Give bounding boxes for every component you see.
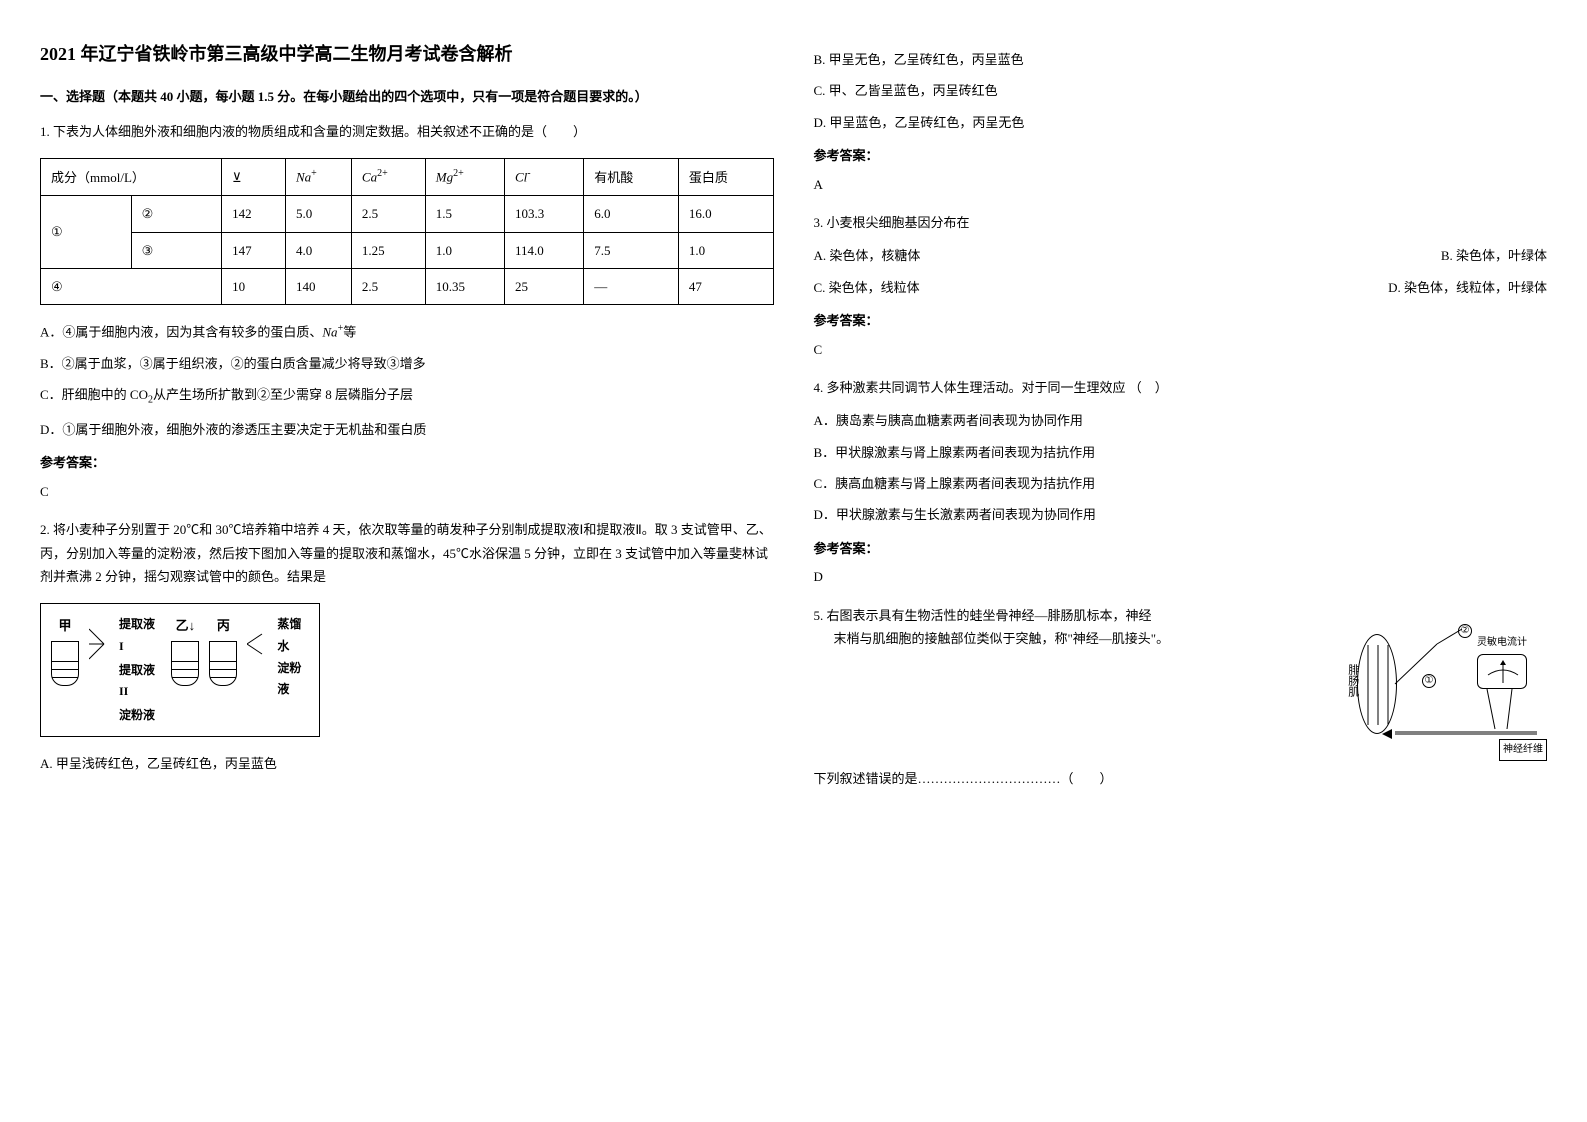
q3-option-c: C. 染色体，线粒体 [814,276,920,299]
question-2: 2. 将小麦种子分别置于 20℃和 30℃培养箱中培养 4 天，依次取等量的萌发… [40,518,774,776]
table-cell: 1.5 [425,196,504,232]
section-heading: 一、选择题（本题共 40 小题，每小题 1.5 分。在每小题给出的四个选项中，只… [40,86,774,105]
question-2-cont: B. 甲呈无色，乙呈砖红色，丙呈蓝色 C. 甲、乙皆呈蓝色，丙呈砖红色 D. 甲… [814,48,1548,196]
tube-bing: 丙 [209,614,237,685]
table-cell: 5.0 [286,196,352,232]
question-3: 3. 小麦根尖细胞基因分布在 A. 染色体，核糖体 B. 染色体，叶绿体 C. … [814,211,1548,361]
q2-option-d: D. 甲呈蓝色，乙呈砖红色，丙呈无色 [814,111,1548,134]
question-4: 4. 多种激素共同调节人体生理活动。对于同一生理效应 （ ） A．胰岛素与胰高血… [814,376,1548,589]
table-cell: 142 [222,196,286,232]
q2-option-b: B. 甲呈无色，乙呈砖红色，丙呈蓝色 [814,48,1548,71]
q2-option-c: C. 甲、乙皆呈蓝色，丙呈砖红色 [814,79,1548,102]
table-header: Cl- [504,159,583,196]
q4-option-c: C．胰高血糖素与肾上腺素两者间表现为拮抗作用 [814,472,1548,495]
question-1: 1. 下表为人体细胞外液和细胞内液的物质组成和含量的测定数据。相关叙述不正确的是… [40,120,774,503]
arrow-icon [247,614,267,674]
table-cell: ③ [131,232,222,268]
table-cell: 1.0 [678,232,773,268]
q3-option-a: A. 染色体，核糖体 [814,244,921,267]
table-cell: 47 [678,268,773,304]
answer-label: 参考答案： [814,537,1548,560]
q4-answer: D [814,565,1548,588]
table-cell: 2.5 [351,196,425,232]
table-cell: 2.5 [351,268,425,304]
q4-option-b: B．甲状腺激素与肾上腺素两者间表现为拮抗作用 [814,441,1548,464]
q4-option-d: D．甲状腺激素与生长激素两者间表现为协同作用 [814,503,1548,526]
table-cell: 16.0 [678,196,773,232]
table-cell: ② [131,196,222,232]
table-header: 蛋白质 [678,159,773,196]
q1-answer: C [40,480,774,503]
left-column: 2021 年辽宁省铁岭市第三高级中学高二生物月考试卷含解析 一、选择题（本题共 … [40,40,774,806]
symbol-icon: ⊻ [232,170,242,185]
table-header: Mg2+ [425,159,504,196]
q2-option-a: A. 甲呈浅砖红色，乙呈砖红色，丙呈蓝色 [40,752,774,775]
answer-label: 参考答案： [40,451,774,474]
q3-text: 3. 小麦根尖细胞基因分布在 [814,211,1548,234]
table-cell: 147 [222,232,286,268]
answer-label: 参考答案： [814,144,1548,167]
q3-option-d: D. 染色体，线粒体，叶绿体 [1388,276,1547,299]
page-title: 2021 年辽宁省铁岭市第三高级中学高二生物月考试卷含解析 [40,40,774,66]
right-labels: 蒸馏水 淀粉液 [277,614,309,700]
table-cell: 114.0 [504,232,583,268]
table-cell: 25 [504,268,583,304]
table-header: ⊻ [222,159,286,196]
q5-text-3: 下列叙述错误的是……………………………（ ） [814,767,1548,790]
q2-text: 2. 将小麦种子分别置于 20℃和 30℃培养箱中培养 4 天，依次取等量的萌发… [40,518,774,588]
table-cell: 1.25 [351,232,425,268]
table-cell: 140 [286,268,352,304]
q4-option-a: A．胰岛素与胰高血糖素两者间表现为协同作用 [814,409,1548,432]
q1-option-b: B．②属于血浆，③属于组织液，②的蛋白质含量减少将导致③增多 [40,352,774,375]
table-cell: — [584,268,679,304]
table-cell: 4.0 [286,232,352,268]
answer-label: 参考答案： [814,309,1548,332]
q1-option-c: C．肝细胞中的 CO2从产生场所扩散到②至少需穿 8 层磷脂分子层 [40,383,774,410]
q3-option-b: B. 染色体，叶绿体 [1441,244,1547,267]
middle-labels: 提取液 I 提取液 II 淀粉液 [119,614,161,726]
table-cell: ④ [41,268,222,304]
q4-text: 4. 多种激素共同调节人体生理活动。对于同一生理效应 （ ） [814,376,1548,399]
question-5: 腓肠肌 ② 灵敏电流计 ① [814,604,1548,791]
table-cell: 1.0 [425,232,504,268]
right-column: B. 甲呈无色，乙呈砖红色，丙呈蓝色 C. 甲、乙皆呈蓝色，丙呈砖红色 D. 甲… [814,40,1548,806]
q1-option-d: D．①属于细胞外液，细胞外液的渗透压主要决定于无机盐和蛋白质 [40,418,774,441]
tube-yi: 乙↓ [171,614,199,685]
q1-text: 1. 下表为人体细胞外液和细胞内液的物质组成和含量的测定数据。相关叙述不正确的是… [40,120,774,143]
q3-answer: C [814,338,1548,361]
table-cell: 6.0 [584,196,679,232]
tube-jia: 甲 [51,614,79,685]
q2-diagram: 甲 提取液 I 提取液 II [40,603,320,737]
table-header: 成分（mmol/L） [41,159,222,196]
q5-diagram: 腓肠肌 ② 灵敏电流计 ① [1347,604,1547,764]
table-cell: 10.35 [425,268,504,304]
table-header: Na+ [286,159,352,196]
table-cell: 103.3 [504,196,583,232]
q1-option-a: A．④属于细胞内液，因为其含有较多的蛋白质、Na+等 [40,320,774,344]
q2-answer: A [814,173,1548,196]
table-cell: ① [41,196,132,269]
q1-table: 成分（mmol/L） ⊻ Na+ Ca2+ Mg2+ Cl- 有机酸 蛋白质 ①… [40,158,774,305]
table-header: Ca2+ [351,159,425,196]
arrow-icon [89,614,109,674]
table-cell: 10 [222,268,286,304]
table-cell: 7.5 [584,232,679,268]
table-header: 有机酸 [584,159,679,196]
